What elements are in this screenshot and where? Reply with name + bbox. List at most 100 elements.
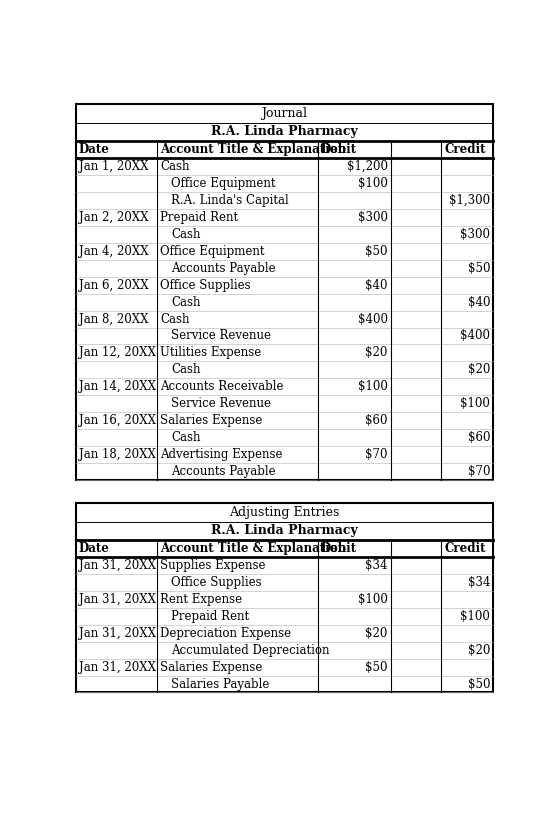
- Text: Accumulated Depreciation: Accumulated Depreciation: [171, 644, 330, 657]
- Bar: [75, 446, 493, 463]
- Text: Rent Expense: Rent Expense: [160, 593, 242, 606]
- Bar: [75, 395, 493, 413]
- Text: $50: $50: [365, 661, 388, 673]
- Text: Adjusting Entries: Adjusting Entries: [229, 506, 340, 519]
- Text: Cash: Cash: [160, 313, 190, 325]
- Bar: [75, 175, 493, 192]
- Text: $400: $400: [460, 329, 490, 342]
- Bar: [75, 243, 493, 260]
- Bar: [75, 676, 493, 693]
- Bar: [75, 105, 493, 480]
- Text: Jan 31, 20XX: Jan 31, 20XX: [79, 627, 155, 640]
- Text: Credit: Credit: [444, 143, 486, 156]
- Text: $400: $400: [358, 313, 388, 325]
- Text: Jan 31, 20XX: Jan 31, 20XX: [79, 593, 155, 606]
- Text: $300: $300: [358, 211, 388, 224]
- Bar: [75, 260, 493, 277]
- Bar: [75, 557, 493, 574]
- Text: Service Revenue: Service Revenue: [171, 397, 271, 410]
- Bar: [75, 641, 493, 659]
- Text: $100: $100: [358, 593, 388, 606]
- Text: $20: $20: [468, 364, 490, 377]
- Text: Accounts Receivable: Accounts Receivable: [160, 380, 284, 393]
- Text: Office Supplies: Office Supplies: [160, 279, 251, 292]
- Text: Accounts Payable: Accounts Payable: [171, 465, 276, 478]
- Bar: [75, 591, 493, 608]
- Bar: [75, 345, 493, 361]
- Text: Account Title & Explanation: Account Title & Explanation: [160, 542, 346, 555]
- Bar: [75, 192, 493, 209]
- Bar: [75, 608, 493, 625]
- Text: Utilities Expense: Utilities Expense: [160, 346, 261, 359]
- Text: $50: $50: [468, 261, 490, 275]
- Text: Prepaid Rent: Prepaid Rent: [160, 211, 238, 224]
- Bar: [75, 158, 493, 175]
- Text: Office Equipment: Office Equipment: [171, 177, 275, 190]
- Text: $100: $100: [358, 177, 388, 190]
- Bar: [75, 429, 493, 446]
- Text: $70: $70: [365, 448, 388, 461]
- Text: R.A. Linda Pharmacy: R.A. Linda Pharmacy: [211, 525, 358, 538]
- Bar: [75, 378, 493, 395]
- Text: Jan 6, 20XX: Jan 6, 20XX: [79, 279, 148, 292]
- Text: $50: $50: [468, 677, 490, 690]
- Text: Jan 12, 20XX: Jan 12, 20XX: [79, 346, 155, 359]
- Text: $34: $34: [365, 559, 388, 572]
- Text: Advertising Expense: Advertising Expense: [160, 448, 282, 461]
- Text: Jan 1, 20XX: Jan 1, 20XX: [79, 160, 148, 173]
- Text: Jan 31, 20XX: Jan 31, 20XX: [79, 661, 155, 673]
- Bar: [75, 413, 493, 429]
- Text: Jan 4, 20XX: Jan 4, 20XX: [79, 245, 148, 258]
- Text: $70: $70: [468, 465, 490, 478]
- Text: Prepaid Rent: Prepaid Rent: [171, 609, 249, 623]
- Text: Service Revenue: Service Revenue: [171, 329, 271, 342]
- Text: Jan 31, 20XX: Jan 31, 20XX: [79, 559, 155, 572]
- Text: R.A. Linda Pharmacy: R.A. Linda Pharmacy: [211, 126, 358, 138]
- Text: Supplies Expense: Supplies Expense: [160, 559, 266, 572]
- Text: Cash: Cash: [160, 160, 190, 173]
- Text: Debit: Debit: [321, 542, 357, 555]
- Text: Date: Date: [79, 542, 109, 555]
- Text: Account Title & Explanation: Account Title & Explanation: [160, 143, 346, 156]
- Text: Office Supplies: Office Supplies: [171, 576, 261, 589]
- Text: Salaries Payable: Salaries Payable: [171, 677, 269, 690]
- Bar: [75, 574, 493, 591]
- Bar: [75, 293, 493, 310]
- Text: Cash: Cash: [171, 296, 200, 309]
- Text: Depreciation Expense: Depreciation Expense: [160, 627, 291, 640]
- Bar: [75, 625, 493, 641]
- Text: Date: Date: [79, 143, 109, 156]
- Bar: [75, 328, 493, 345]
- Bar: [75, 209, 493, 225]
- Text: $100: $100: [460, 609, 490, 623]
- Text: $1,300: $1,300: [449, 194, 490, 207]
- Bar: [75, 310, 493, 328]
- Text: $50: $50: [365, 245, 388, 258]
- Text: R.A. Linda's Capital: R.A. Linda's Capital: [171, 194, 289, 207]
- Text: $1,200: $1,200: [347, 160, 388, 173]
- Text: $60: $60: [468, 431, 490, 444]
- Text: Jan 14, 20XX: Jan 14, 20XX: [79, 380, 155, 393]
- Text: Jan 8, 20XX: Jan 8, 20XX: [79, 313, 148, 325]
- Text: Jan 18, 20XX: Jan 18, 20XX: [79, 448, 155, 461]
- Text: Salaries Expense: Salaries Expense: [160, 414, 263, 427]
- Text: $20: $20: [366, 627, 388, 640]
- Text: Credit: Credit: [444, 542, 486, 555]
- Text: Cash: Cash: [171, 228, 200, 241]
- Text: Office Equipment: Office Equipment: [160, 245, 265, 258]
- Text: Debit: Debit: [321, 143, 357, 156]
- Text: $100: $100: [358, 380, 388, 393]
- Text: $60: $60: [365, 414, 388, 427]
- Text: $34: $34: [468, 576, 490, 589]
- Text: Jan 2, 20XX: Jan 2, 20XX: [79, 211, 148, 224]
- Text: Cash: Cash: [171, 431, 200, 444]
- Bar: [75, 659, 493, 676]
- Bar: [75, 225, 493, 243]
- Text: $40: $40: [365, 279, 388, 292]
- Text: $300: $300: [460, 228, 490, 241]
- Text: $40: $40: [468, 296, 490, 309]
- Text: $20: $20: [468, 644, 490, 657]
- Text: Journal: Journal: [261, 107, 307, 120]
- Text: Cash: Cash: [171, 364, 200, 377]
- Text: Accounts Payable: Accounts Payable: [171, 261, 276, 275]
